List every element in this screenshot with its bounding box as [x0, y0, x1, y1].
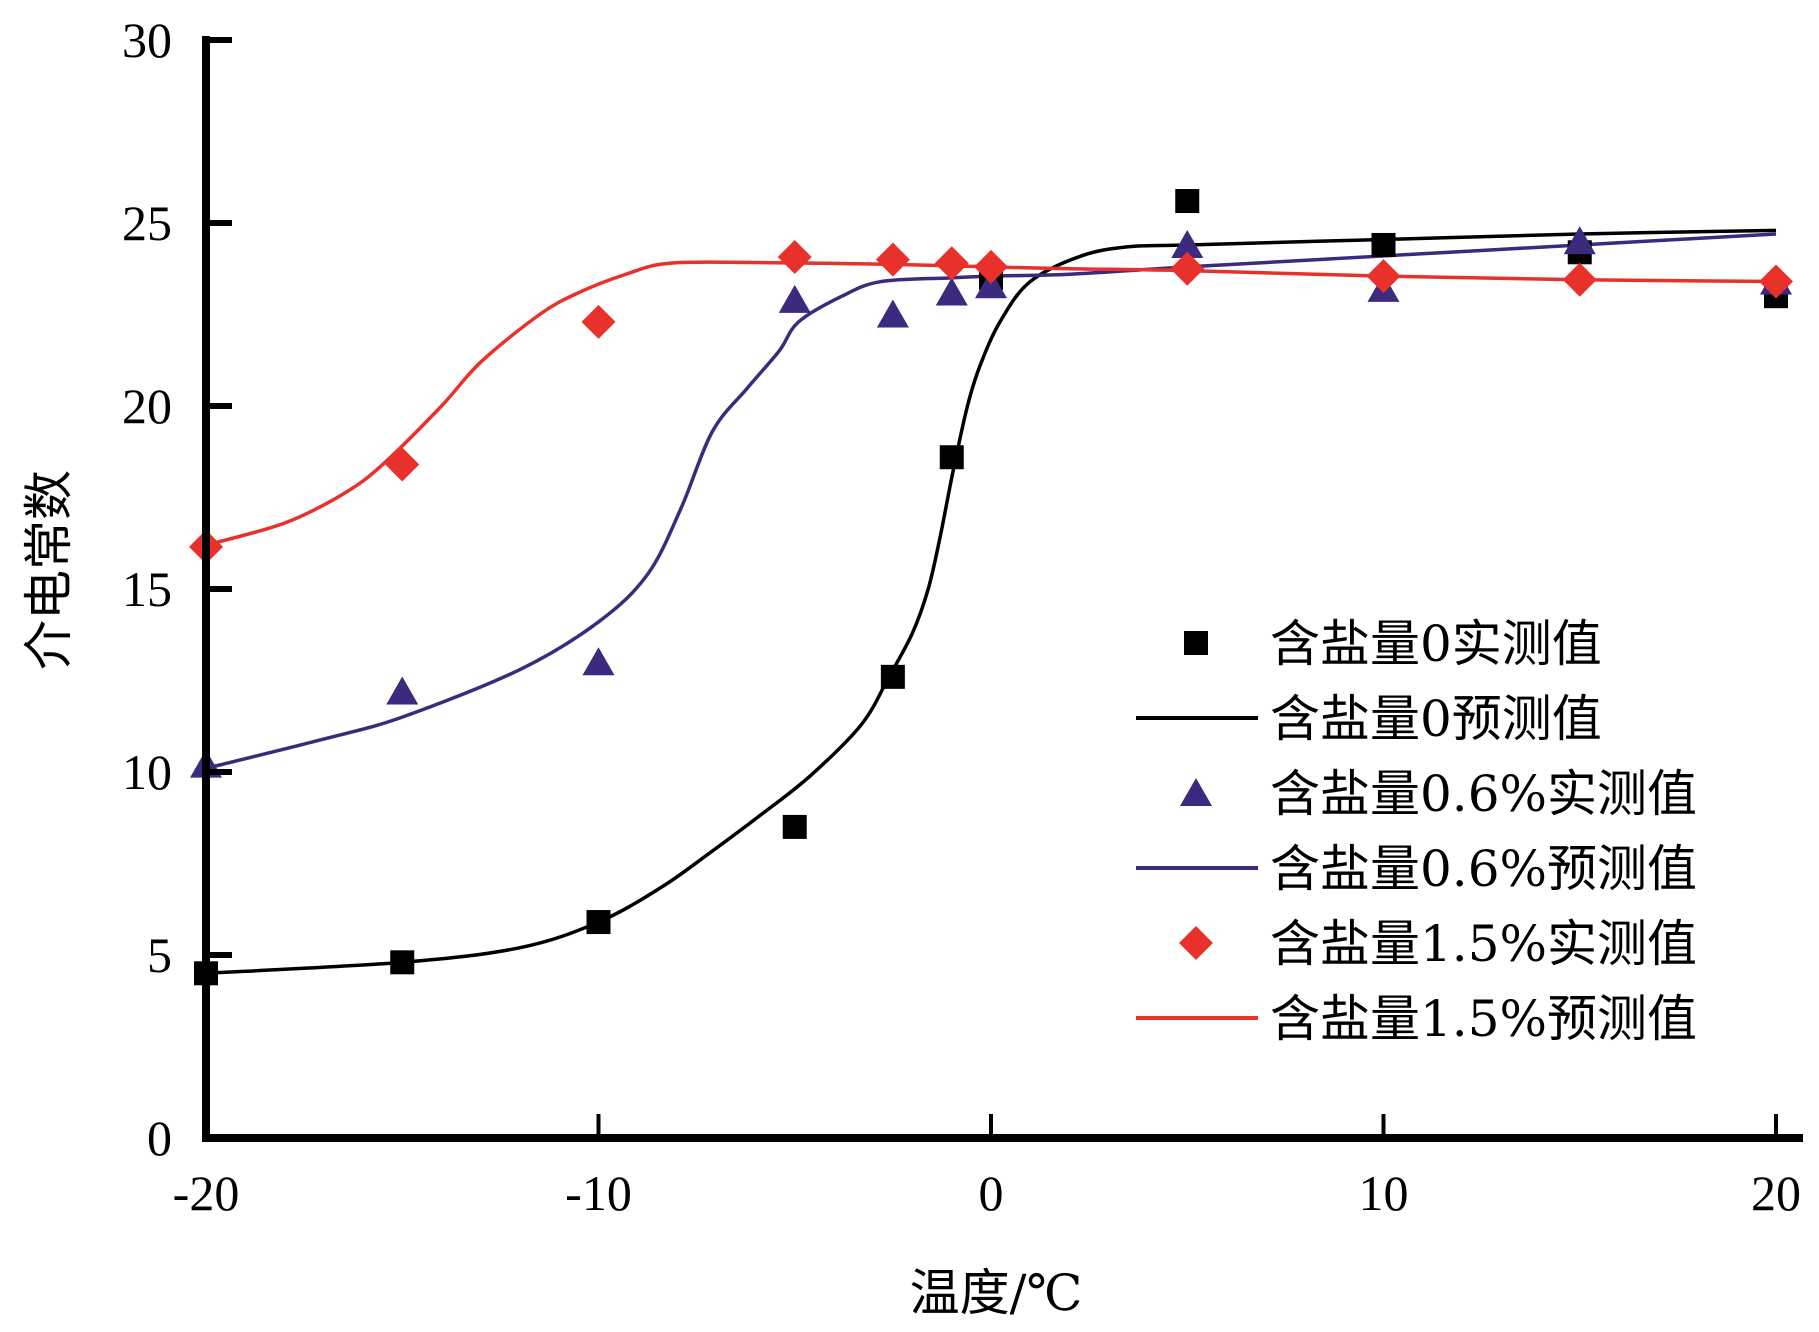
square-data-point: [939, 445, 964, 470]
x-tick-label: 10: [1359, 1165, 1409, 1221]
legend-item: 含盐量1.5%实测值: [1179, 915, 1697, 973]
square-data-point: [880, 664, 905, 689]
legend-item: 含盐量0.6%实测值: [1180, 765, 1697, 823]
legend-item: 含盐量0.6%预测值: [1136, 840, 1697, 898]
legend-label: 含盐量0.6%预测值: [1270, 840, 1697, 898]
y-tick-label: 5: [147, 927, 172, 983]
diamond-data-point: [974, 249, 1008, 284]
legend-square-swatch: [1184, 631, 1208, 655]
triangle-data-point: [975, 270, 1007, 299]
y-tick-label: 30: [122, 12, 172, 68]
triangle-data-point: [1171, 229, 1204, 258]
triangle-data-point: [386, 676, 419, 705]
diamond-data-point: [777, 240, 812, 275]
diamond-data-point: [1759, 264, 1793, 299]
x-tick-label: -10: [565, 1165, 632, 1221]
y-axis-title: 介电常数: [20, 470, 78, 670]
legend-label: 含盐量1.5%实测值: [1270, 915, 1697, 973]
legend-triangle-swatch: [1180, 778, 1212, 806]
x-ticks: -20 -10 0 10 20: [173, 1114, 1801, 1221]
y-tick-label: 20: [122, 378, 172, 434]
prediction-line-series-1: [205, 228, 1777, 976]
legend-diamond-swatch: [1179, 926, 1213, 960]
axes: [202, 36, 1803, 1142]
legend-item: 含盐量0实测值: [1184, 615, 1602, 673]
y-tick-label: 15: [122, 561, 172, 617]
square-data-point: [1175, 189, 1200, 214]
y-tick-label: 25: [122, 195, 172, 251]
square-data-point: [1371, 232, 1396, 257]
square-data-point: [586, 910, 611, 935]
square-data-point: [390, 950, 415, 975]
square-data-point: [782, 814, 807, 839]
diamond-data-point: [1562, 262, 1597, 297]
diamond-data-point: [385, 447, 420, 482]
prediction-line-series-3: [205, 232, 1777, 771]
measured-markers: [189, 189, 1793, 986]
y-ticks: 0 5 10 15 20 25 30: [122, 12, 232, 1166]
triangle-data-point: [935, 277, 968, 306]
triangle-data-point: [1563, 226, 1596, 255]
x-axis-title: 温度/℃: [910, 1264, 1083, 1322]
legend-item: 含盐量0预测值: [1136, 690, 1602, 748]
diamond-data-point: [875, 242, 910, 277]
prediction-line-series-5: [205, 260, 1777, 547]
triangle-data-point: [876, 299, 909, 328]
legend-label: 含盐量1.5%预测值: [1270, 990, 1697, 1048]
diamond-data-point: [934, 246, 969, 281]
legend-label: 含盐量0预测值: [1270, 690, 1602, 748]
diamond-data-point: [1366, 259, 1401, 294]
legend-label: 含盐量0.6%实测值: [1270, 765, 1697, 823]
legend-label: 含盐量0实测值: [1270, 615, 1602, 673]
y-tick-label: 0: [147, 1110, 172, 1166]
triangle-data-point: [582, 647, 615, 676]
triangle-data-point: [778, 284, 811, 313]
legend: 含盐量0实测值含盐量0预测值含盐量0.6%实测值含盐量0.6%预测值含盐量1.5…: [1136, 615, 1697, 1048]
x-tick-label: 20: [1751, 1165, 1801, 1221]
diamond-data-point: [581, 304, 616, 339]
y-tick-label: 10: [122, 744, 172, 800]
x-tick-label: -20: [173, 1165, 240, 1221]
x-tick-label: 0: [979, 1165, 1004, 1221]
legend-item: 含盐量1.5%预测值: [1136, 990, 1697, 1048]
diamond-data-point: [1170, 251, 1205, 286]
